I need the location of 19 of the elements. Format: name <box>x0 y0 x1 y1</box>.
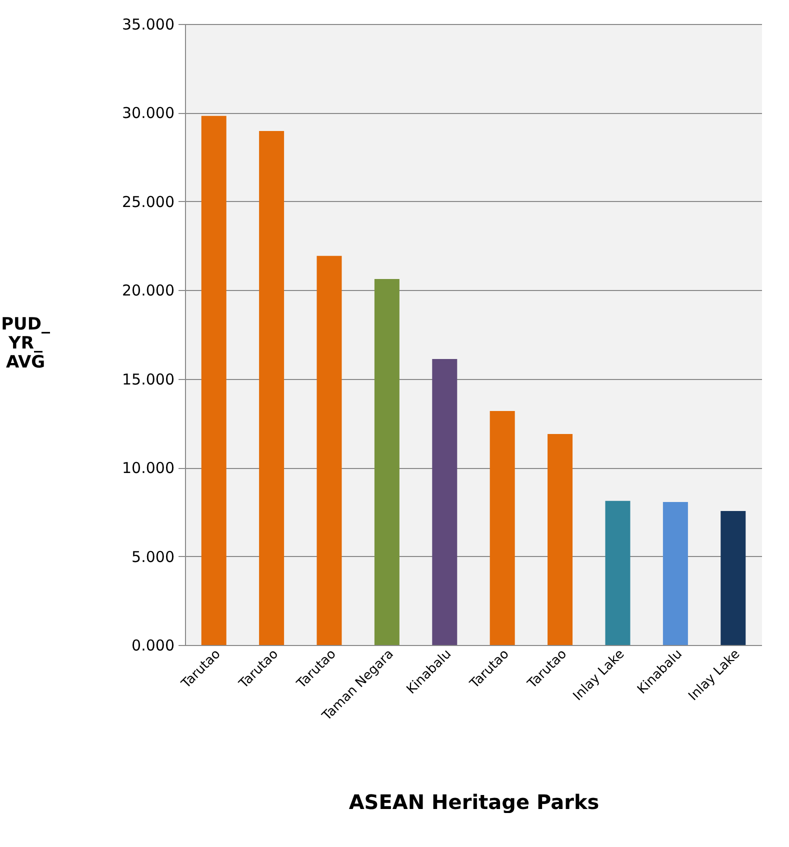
y-axis-title: PUD_YR_AVG <box>1 314 50 372</box>
y-tick-label: 20.000 <box>122 282 174 300</box>
y-tick-label: 25.000 <box>122 192 174 211</box>
bar <box>201 116 226 645</box>
y-tick-label: 0.000 <box>132 636 174 654</box>
bar <box>490 410 515 645</box>
bar <box>432 358 458 645</box>
y-tick-label: 10.000 <box>122 459 174 478</box>
bar <box>662 502 688 645</box>
bar <box>605 500 630 645</box>
y-tick-label: 35.000 <box>122 16 174 34</box>
bar <box>374 278 400 645</box>
bar <box>548 434 573 645</box>
bar <box>316 256 342 645</box>
bar <box>259 130 284 645</box>
y-tick-label: 15.000 <box>122 370 174 388</box>
y-tick-label: 30.000 <box>122 104 174 122</box>
bar <box>720 511 746 645</box>
y-tick-label: 5.000 <box>132 548 174 566</box>
